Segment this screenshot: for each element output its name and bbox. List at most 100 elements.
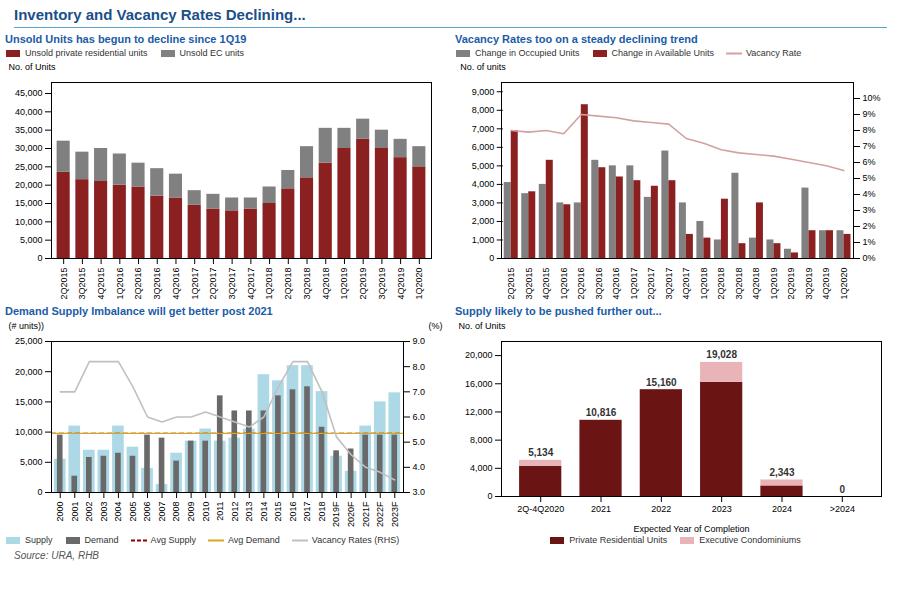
svg-text:2000: 2000: [55, 502, 65, 522]
svg-text:1Q2017: 1Q2017: [629, 268, 639, 300]
svg-text:2Q-4Q2020: 2Q-4Q2020: [517, 504, 564, 514]
svg-text:3Q2015: 3Q2015: [524, 268, 534, 300]
svg-text:3Q2019: 3Q2019: [377, 268, 387, 300]
svg-text:2%: 2%: [863, 221, 876, 231]
svg-text:4Q2016: 4Q2016: [611, 268, 621, 300]
svg-text:(# units)): (# units)): [9, 321, 45, 331]
svg-text:1Q2018: 1Q2018: [264, 268, 274, 300]
svg-text:>2024: >2024: [830, 504, 855, 514]
svg-text:2017: 2017: [302, 502, 312, 522]
svg-text:2Q2017: 2Q2017: [208, 268, 218, 300]
svg-text:2013: 2013: [244, 502, 254, 522]
svg-text:3Q2017: 3Q2017: [664, 268, 674, 300]
svg-text:2,000: 2,000: [472, 216, 495, 226]
svg-text:10,816: 10,816: [586, 407, 617, 418]
svg-text:0: 0: [840, 484, 846, 495]
svg-text:25,000: 25,000: [15, 162, 43, 172]
svg-text:2008: 2008: [171, 502, 181, 522]
svg-text:0: 0: [37, 487, 42, 497]
svg-text:5,000: 5,000: [20, 235, 43, 245]
svg-text:3Q2016: 3Q2016: [594, 268, 604, 300]
svg-text:1Q2020: 1Q2020: [414, 268, 424, 300]
svg-text:2004: 2004: [113, 502, 123, 522]
svg-text:12,000: 12,000: [465, 407, 493, 417]
svg-text:2010: 2010: [201, 502, 211, 522]
svg-text:2003: 2003: [99, 502, 109, 522]
svg-text:2018: 2018: [317, 502, 327, 522]
svg-text:2016: 2016: [288, 502, 298, 522]
svg-text:25,000: 25,000: [15, 336, 43, 346]
svg-text:2019F: 2019F: [331, 501, 341, 527]
svg-text:2006: 2006: [142, 502, 152, 522]
svg-text:4Q2018: 4Q2018: [751, 268, 761, 300]
svg-text:2022F: 2022F: [375, 501, 385, 527]
svg-text:3Q2018: 3Q2018: [734, 268, 744, 300]
svg-text:10%: 10%: [863, 93, 881, 103]
svg-text:4%: 4%: [863, 189, 876, 199]
svg-text:6.0: 6.0: [413, 412, 426, 422]
svg-text:2Q2018: 2Q2018: [283, 268, 293, 300]
svg-text:2Q2019: 2Q2019: [358, 268, 368, 300]
svg-text:2021: 2021: [591, 504, 611, 514]
svg-text:No. of Units: No. of Units: [459, 321, 507, 331]
svg-text:2023: 2023: [712, 504, 732, 514]
svg-text:2Q2015: 2Q2015: [506, 268, 516, 300]
svg-text:20,000: 20,000: [15, 180, 43, 190]
svg-text:35,000: 35,000: [15, 125, 43, 135]
svg-text:15,000: 15,000: [15, 397, 43, 407]
svg-text:30,000: 30,000: [15, 143, 43, 153]
svg-text:3Q2019: 3Q2019: [804, 268, 814, 300]
svg-text:1%: 1%: [863, 237, 876, 247]
svg-text:6%: 6%: [863, 157, 876, 167]
svg-text:8%: 8%: [863, 125, 876, 135]
svg-text:9%: 9%: [863, 109, 876, 119]
svg-text:3Q2015: 3Q2015: [77, 268, 87, 300]
svg-text:3%: 3%: [863, 205, 876, 215]
svg-text:4Q2019: 4Q2019: [395, 268, 405, 300]
svg-text:1Q2016: 1Q2016: [559, 268, 569, 300]
svg-text:7.0: 7.0: [413, 387, 426, 397]
svg-text:2002: 2002: [84, 502, 94, 522]
svg-text:5%: 5%: [863, 173, 876, 183]
svg-text:2Q2015: 2Q2015: [59, 268, 69, 300]
svg-text:2012: 2012: [230, 502, 240, 522]
svg-text:2Q2017: 2Q2017: [646, 268, 656, 300]
svg-text:2001: 2001: [70, 502, 80, 522]
svg-text:10,000: 10,000: [15, 217, 43, 227]
svg-text:7%: 7%: [863, 141, 876, 151]
svg-text:4Q2018: 4Q2018: [321, 268, 331, 300]
svg-text:2014: 2014: [259, 502, 269, 522]
svg-text:2Q2018: 2Q2018: [716, 268, 726, 300]
svg-text:3.0: 3.0: [413, 487, 426, 497]
svg-text:2,343: 2,343: [769, 467, 794, 478]
svg-text:8,000: 8,000: [472, 105, 495, 115]
svg-text:0%: 0%: [863, 253, 876, 263]
svg-text:No. of units: No. of units: [460, 62, 506, 72]
svg-text:1Q2017: 1Q2017: [190, 268, 200, 300]
svg-text:3Q2016: 3Q2016: [152, 268, 162, 300]
svg-text:16,000: 16,000: [465, 379, 493, 389]
svg-text:9.0: 9.0: [413, 336, 426, 346]
svg-text:8,000: 8,000: [470, 435, 493, 445]
svg-text:3Q2017: 3Q2017: [227, 268, 237, 300]
svg-text:5,134: 5,134: [528, 447, 553, 458]
svg-text:2023F: 2023F: [390, 501, 400, 527]
svg-text:4Q2016: 4Q2016: [171, 268, 181, 300]
svg-text:1Q2019: 1Q2019: [339, 268, 349, 300]
svg-text:0: 0: [487, 491, 492, 501]
svg-text:7,000: 7,000: [472, 124, 495, 134]
svg-text:20,000: 20,000: [465, 350, 493, 360]
svg-text:(%): (%): [429, 321, 443, 331]
svg-text:3Q2018: 3Q2018: [302, 268, 312, 300]
svg-text:19,028: 19,028: [706, 349, 737, 360]
svg-text:2005: 2005: [128, 502, 138, 522]
svg-text:1Q2016: 1Q2016: [115, 268, 125, 300]
svg-text:2009: 2009: [186, 502, 196, 522]
svg-text:4,000: 4,000: [472, 179, 495, 189]
svg-text:No. of Units: No. of Units: [9, 62, 57, 72]
svg-text:1Q2019: 1Q2019: [769, 268, 779, 300]
svg-text:45,000: 45,000: [15, 88, 43, 98]
svg-text:20,000: 20,000: [15, 367, 43, 377]
svg-text:2007: 2007: [157, 502, 167, 522]
svg-text:4,000: 4,000: [470, 463, 493, 473]
